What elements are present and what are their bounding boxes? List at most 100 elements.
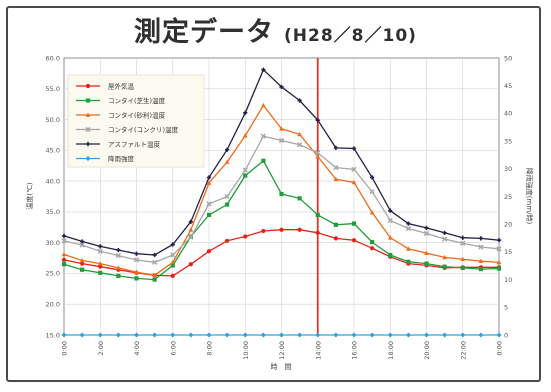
y-axis-label: 温度(℃) — [25, 182, 34, 210]
series-layer — [61, 67, 502, 338]
data-point — [496, 246, 502, 252]
y-tick-label: 60.0 — [46, 54, 60, 62]
data-point — [460, 265, 465, 271]
data-point — [496, 266, 502, 271]
data-point — [369, 332, 375, 338]
data-point — [116, 273, 121, 279]
data-point — [370, 239, 375, 245]
data-point — [80, 261, 85, 266]
data-point — [279, 126, 284, 131]
x-axis-label: 時 間 — [271, 363, 292, 371]
data-point — [351, 166, 357, 173]
y2-tick-label: 5 — [504, 304, 508, 312]
data-point — [170, 263, 175, 268]
data-point — [116, 247, 121, 253]
data-point — [134, 276, 139, 281]
y2-tick-label: 0 — [504, 331, 508, 339]
data-point — [80, 239, 85, 244]
x-tick-label: 8:00 — [206, 341, 214, 356]
data-point — [315, 332, 321, 338]
y-tick-label: 35.0 — [46, 208, 60, 216]
data-point — [152, 252, 157, 258]
series-4 — [61, 67, 502, 258]
chart-title: 測定データ (H28／8／10) — [0, 10, 551, 49]
data-point — [151, 259, 158, 265]
data-point — [460, 256, 466, 262]
legend-swatch-marker — [85, 141, 91, 147]
data-point — [333, 332, 339, 338]
data-point — [170, 242, 175, 247]
data-point — [278, 137, 285, 144]
data-point — [206, 201, 212, 207]
data-point — [279, 227, 284, 232]
data-point — [279, 84, 284, 90]
data-point — [115, 252, 122, 259]
data-point — [351, 332, 357, 338]
data-point — [297, 332, 303, 338]
data-point — [206, 180, 212, 185]
data-point — [260, 133, 267, 139]
legend-label: 降雨強度 — [108, 154, 135, 163]
data-point — [496, 259, 502, 265]
x-tick-label: 4:00 — [133, 341, 141, 356]
y2-tick-label: 10 — [504, 276, 512, 284]
legend-label: アスファルト温度 — [108, 139, 161, 148]
data-point — [79, 257, 85, 263]
data-point — [369, 209, 375, 215]
y-tick-label: 30.0 — [46, 239, 60, 247]
data-point — [170, 273, 175, 279]
data-point — [260, 332, 266, 338]
data-point — [261, 102, 266, 108]
series-3 — [61, 133, 502, 265]
data-point — [61, 238, 67, 244]
y-tick-label: 40.0 — [46, 177, 60, 185]
data-point — [478, 236, 483, 241]
data-point — [206, 175, 212, 180]
data-point — [97, 332, 103, 338]
data-point — [297, 98, 302, 103]
y-tick-label: 15.0 — [46, 331, 60, 339]
data-point — [315, 118, 320, 123]
legend-label: コンタイ(コンクリ)温度 — [108, 125, 179, 134]
data-point — [61, 262, 67, 267]
data-point — [188, 332, 194, 338]
data-point — [442, 254, 447, 260]
x-tick-label: 16:00 — [351, 341, 359, 360]
data-point — [243, 173, 248, 178]
y2-axis-ticks: 0 5 10 15 20 25 30 35 40 45 50 — [504, 54, 512, 339]
data-point — [98, 270, 103, 275]
data-point — [206, 332, 212, 338]
legend-swatch-marker — [85, 126, 91, 133]
data-point — [460, 240, 466, 246]
x-tick-label: 22:00 — [459, 341, 467, 360]
y2-axis-label: 降雨強度(mm/時) — [525, 168, 534, 225]
data-point — [405, 225, 412, 232]
data-point — [188, 219, 193, 224]
data-point — [351, 238, 357, 243]
data-point — [351, 221, 357, 226]
data-point — [225, 238, 230, 243]
data-point — [478, 267, 483, 272]
data-point — [442, 332, 448, 338]
data-point — [441, 236, 448, 242]
data-point — [387, 235, 393, 240]
y2-tick-label: 45 — [504, 82, 512, 90]
y2-tick-label: 35 — [504, 137, 512, 145]
data-point — [296, 142, 303, 148]
data-point — [297, 227, 302, 232]
legend-label: コンタイ(芝生)温度 — [108, 96, 166, 105]
series-2 — [61, 102, 502, 278]
data-point — [170, 332, 176, 338]
legend-swatch-marker — [85, 155, 91, 162]
data-point — [261, 67, 266, 72]
x-tick-label: 6:00 — [169, 341, 177, 356]
x-axis-ticks: 0:00 2:00 4:00 6:00 8:00 10:00 12:00 14:00 16:00… — [61, 341, 504, 360]
data-point — [243, 110, 248, 115]
data-point — [387, 332, 393, 338]
data-point — [297, 196, 302, 201]
legend-box — [67, 74, 205, 168]
legend-swatch-marker — [85, 98, 91, 103]
data-point — [225, 147, 230, 152]
y2-tick-label: 25 — [504, 193, 512, 201]
data-point — [242, 133, 248, 138]
